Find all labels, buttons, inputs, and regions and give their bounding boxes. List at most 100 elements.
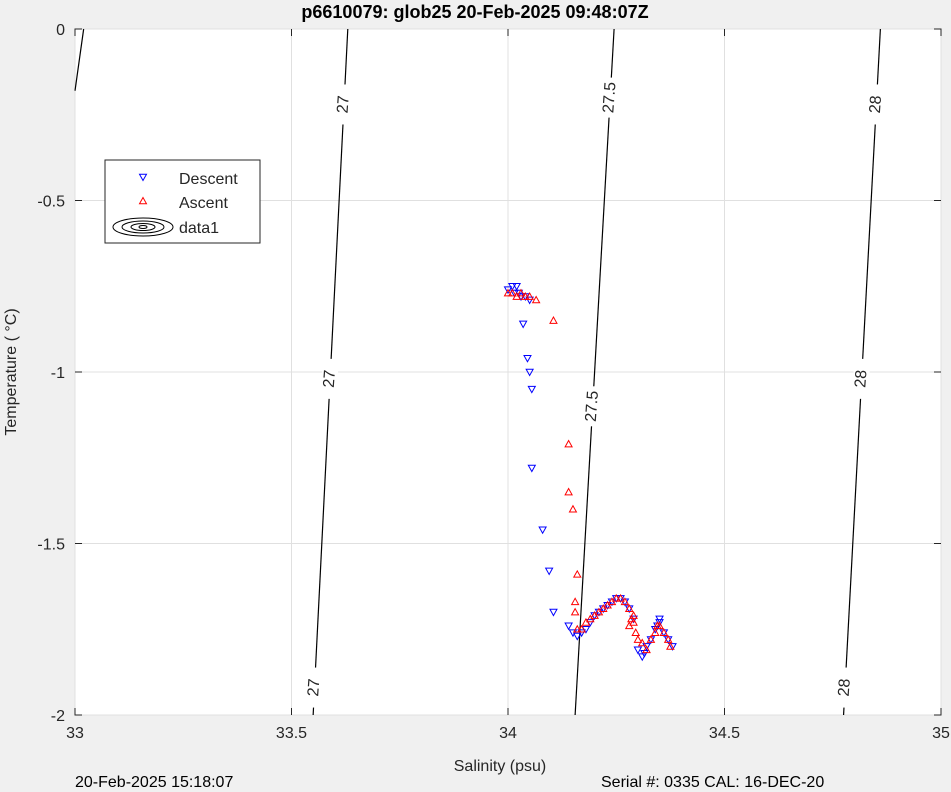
contour-label: 28 [836, 678, 854, 697]
descent-point [525, 296, 534, 305]
descent-point [538, 526, 547, 535]
ascent-point [570, 607, 580, 616]
contour-label-bg [584, 386, 601, 427]
descent-point [544, 567, 554, 576]
legend-ascent-label: Ascent [179, 195, 228, 212]
y-tick-label: -0.5 [37, 194, 65, 211]
ascent-point [616, 593, 625, 602]
contour-line-corner [74, 28, 85, 91]
descent-point [507, 282, 517, 291]
ascent-point [525, 292, 534, 300]
descent-point [668, 643, 677, 651]
y-tick-label: -2 [51, 708, 65, 725]
descent-point [527, 385, 537, 394]
x-tick-label: 33 [66, 725, 84, 742]
descent-point [512, 282, 522, 291]
ascent-point [620, 597, 630, 606]
ascent-point [503, 288, 513, 297]
descent-point [655, 615, 664, 624]
contour-label-bg [602, 77, 619, 118]
ascent-point [655, 621, 664, 630]
ascent-point [572, 569, 582, 578]
contour-label: 27.5 [583, 390, 602, 422]
ascent-point [631, 628, 641, 636]
ascent-point [666, 641, 675, 650]
descent-point [523, 354, 532, 363]
contour-label-bg [868, 84, 885, 125]
descent-point [572, 632, 582, 641]
descent-point [525, 368, 534, 377]
ascent-point [531, 295, 541, 304]
legend-contour-icon [112, 217, 174, 237]
contour-label: 27 [335, 95, 353, 114]
contour-label: 28 [867, 95, 885, 114]
ascent-point [507, 288, 517, 297]
footer-serial-cal: Serial #: 0335 CAL: 16-DEC-20 [601, 774, 825, 791]
x-tick-label: 35 [932, 725, 950, 742]
contour-label: 27.5 [600, 81, 619, 113]
y-tick-label: -1.5 [37, 537, 65, 554]
ascent-point [572, 624, 582, 633]
contour-label: 27 [321, 369, 339, 388]
ascent-point [629, 617, 638, 626]
descent-point [633, 646, 643, 655]
ascent-point [577, 624, 586, 633]
ascent-point [570, 597, 580, 606]
contour-label: 28 [852, 369, 870, 388]
legend-box [104, 159, 261, 244]
x-axis-label: Salinity (psu) [454, 758, 546, 775]
density-contours: 27 27 27 27.5 27.5 28 28 28 [74, 28, 885, 716]
y-tick-label: 0 [56, 22, 65, 39]
data-points [503, 282, 677, 662]
ascent-point [516, 288, 526, 297]
descent-point [527, 464, 537, 473]
descent-point [503, 286, 513, 295]
y-tick-label: -1 [51, 365, 65, 382]
contour-label-bg [853, 358, 870, 399]
descent-point [577, 629, 586, 638]
legend-ascent-marker [138, 196, 148, 205]
descent-point [642, 643, 651, 651]
ascent-point [633, 635, 643, 643]
ascent-point [629, 611, 638, 619]
contour-label-bg [837, 667, 854, 708]
ascent-point [646, 635, 656, 643]
ascent-point [564, 439, 573, 448]
ascent-point [549, 316, 558, 324]
legend-contour-icon [121, 220, 165, 234]
ascent-point [624, 621, 634, 630]
contour-line [574, 28, 615, 716]
legend-data1-label: data1 [179, 220, 219, 237]
legend: Descent Ascent data1 [104, 159, 261, 244]
contour-label-bg [306, 667, 323, 708]
legend-descent-label: Descent [179, 171, 238, 188]
ascent-point [568, 504, 578, 513]
ascent-point [624, 604, 634, 612]
footer-timestamp: 20-Feb-2025 15:18:07 [75, 774, 234, 791]
ascent-point [659, 628, 669, 636]
contour-label-bg [322, 358, 339, 399]
x-tick-label: 33.5 [276, 725, 307, 742]
descent-point [518, 320, 528, 329]
x-tick-label: 34.5 [709, 725, 740, 742]
x-tick-label: 34 [499, 725, 517, 742]
axis-ticks: 33 33.5 34 34.5 35 0 -0.5 -1 -1.5 -2 [37, 22, 950, 742]
descent-point [629, 615, 638, 624]
ascent-point [663, 635, 673, 643]
ascent-point [637, 638, 647, 647]
legend-descent-marker [138, 173, 148, 182]
ascent-point [650, 628, 660, 636]
legend-contour-icon [138, 225, 148, 229]
y-axis-label: Temperature ( °C) [3, 308, 20, 435]
descent-point [549, 608, 558, 617]
contour-label-bg [335, 84, 352, 125]
legend-contour-icon [130, 223, 156, 231]
chart-title: p6610079: glob25 20-Feb-2025 09:48:07Z [301, 2, 648, 22]
contour-label: 27 [305, 678, 323, 697]
ascent-point [564, 487, 573, 496]
ascent-point [642, 645, 651, 654]
ascent-point [520, 292, 530, 300]
descent-point [564, 622, 573, 631]
ascent-point [611, 593, 621, 602]
